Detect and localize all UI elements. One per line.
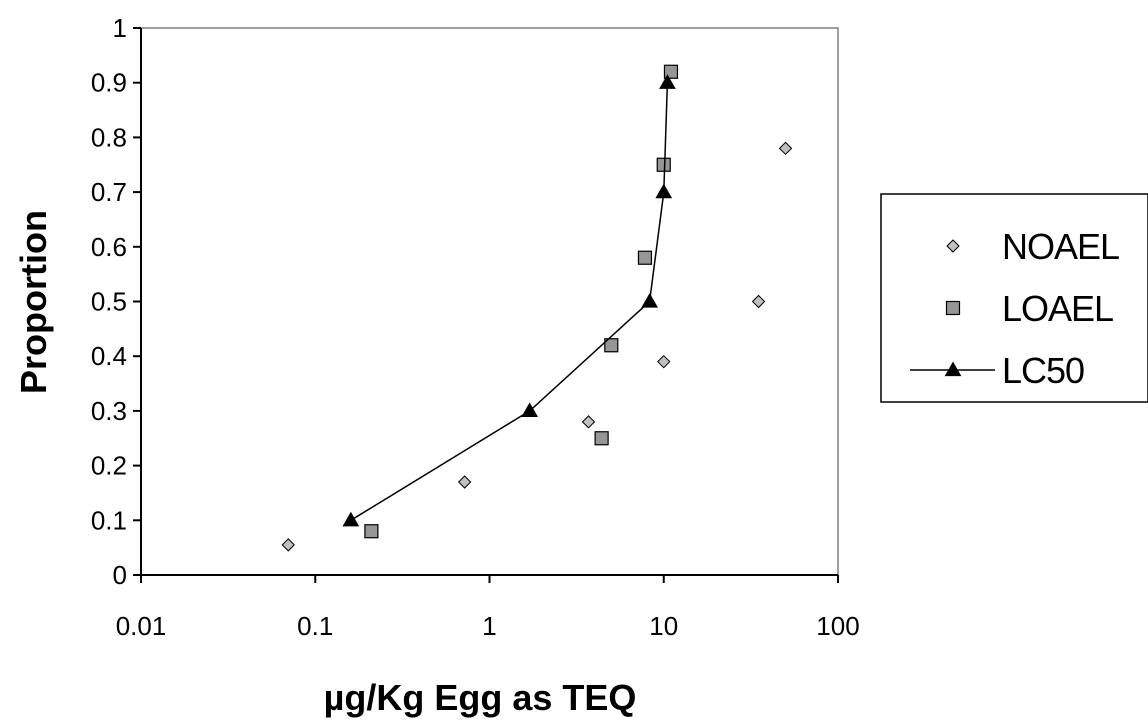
legend-item-lc50: LC50	[910, 350, 1085, 391]
legend: NOAEL LOAEL LC50	[880, 193, 1148, 403]
loael-point	[656, 157, 671, 172]
y-tick-label: 1	[113, 13, 127, 43]
series-lc50	[342, 74, 676, 527]
legend-item-noael: NOAEL	[946, 226, 1120, 267]
y-ticks: 0 0.1 0.2 0.3 0.4 0.5 0.6 0.7 0.8 0.9 1	[91, 13, 141, 590]
series-loael	[364, 64, 679, 539]
y-tick-label: 0.2	[91, 451, 127, 481]
loael-point	[604, 338, 619, 353]
y-tick-label: 0.3	[91, 396, 127, 426]
legend-label-noael: NOAEL	[1002, 226, 1119, 267]
x-tick-label: 1	[482, 611, 496, 641]
noael-point	[457, 475, 472, 489]
x-axis-title: µg/Kg Egg as TEQ	[324, 677, 637, 718]
y-tick-label: 0.1	[91, 505, 127, 535]
legend-label-lc50: LC50	[1002, 350, 1084, 391]
legend-marker-lc50	[944, 361, 962, 377]
plot-area	[140, 27, 839, 576]
series-layer	[281, 64, 793, 552]
noael-point	[751, 294, 766, 309]
x-tick-label: 100	[816, 611, 859, 641]
x-tick-label: 0.01	[116, 611, 167, 641]
x-ticks: 0.01 0.1 1 10 100	[116, 575, 860, 641]
y-axis-title: Proportion	[13, 210, 54, 394]
legend-item-loael: LOAEL	[945, 288, 1114, 329]
legend-marker-noael	[946, 239, 960, 253]
legend-label-loael: LOAEL	[1002, 288, 1113, 329]
loael-point	[364, 524, 379, 539]
lc50-point	[655, 183, 673, 199]
lc50-point	[659, 74, 676, 89]
noael-point	[281, 538, 295, 552]
y-tick-label: 0.5	[91, 287, 127, 317]
lc50-point	[521, 402, 539, 418]
y-tick-label: 0.4	[91, 341, 127, 371]
noael-point	[657, 354, 671, 369]
y-tick-label: 0.9	[91, 68, 127, 98]
noael-point	[581, 415, 596, 429]
x-tick-label: 10	[649, 611, 678, 641]
lc50-point	[342, 511, 360, 527]
y-tick-label: 0	[113, 560, 127, 590]
loael-point	[594, 431, 609, 446]
loael-point	[637, 250, 653, 265]
series-noael	[281, 141, 793, 552]
noael-point	[778, 141, 793, 156]
y-tick-label: 0.6	[91, 232, 127, 262]
legend-marker-loael	[945, 300, 961, 316]
y-tick-label: 0.7	[91, 177, 127, 207]
x-tick-label: 0.1	[297, 611, 333, 641]
lc50-point	[641, 292, 659, 308]
y-tick-label: 0.8	[91, 122, 127, 152]
legend-items: NOAEL LOAEL LC50	[910, 226, 1120, 391]
legend-box	[880, 193, 1148, 403]
